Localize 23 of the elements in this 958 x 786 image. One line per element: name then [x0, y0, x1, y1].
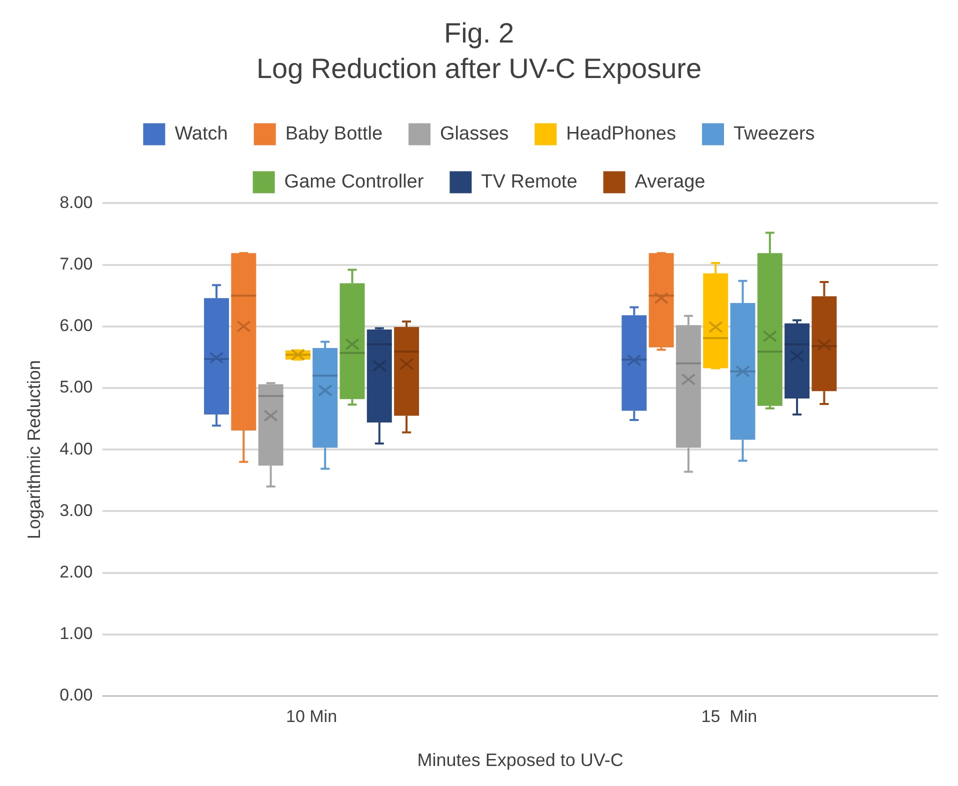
legend-label: TV Remote	[481, 171, 578, 192]
legend-label: Watch	[174, 123, 228, 144]
y-tick-label: 3.00	[60, 500, 93, 520]
y-tick-label: 1.00	[60, 624, 93, 644]
legend-label: Game Controller	[284, 171, 424, 192]
chart-subtitle: Log Reduction after UV-C Exposure	[256, 53, 702, 84]
legend-label: Tweezers	[734, 123, 815, 144]
legend-label: HeadPhones	[566, 123, 676, 144]
y-tick-label: 5.00	[60, 378, 93, 397]
y-tick-label: 0.00	[60, 686, 93, 705]
y-tick-label: 2.00	[60, 562, 93, 582]
y-axis-title: Logarithmic Reduction	[24, 360, 44, 540]
legend-label: Baby Bottle	[285, 123, 383, 144]
legend-label: Average	[634, 171, 706, 192]
x-tick-label: 10 Min	[286, 706, 338, 726]
y-tick-label: 6.00	[60, 316, 93, 336]
legend-label: Glasses	[440, 123, 509, 144]
y-tick-label: 8.00	[60, 192, 93, 212]
chart-title: Fig. 2	[444, 18, 514, 49]
x-axis-title: Minutes Exposed to UV-C	[417, 750, 624, 770]
y-tick-label: 4.00	[60, 439, 93, 458]
x-tick-label: 15 Min	[701, 706, 758, 726]
y-tick-label: 7.00	[60, 254, 93, 274]
